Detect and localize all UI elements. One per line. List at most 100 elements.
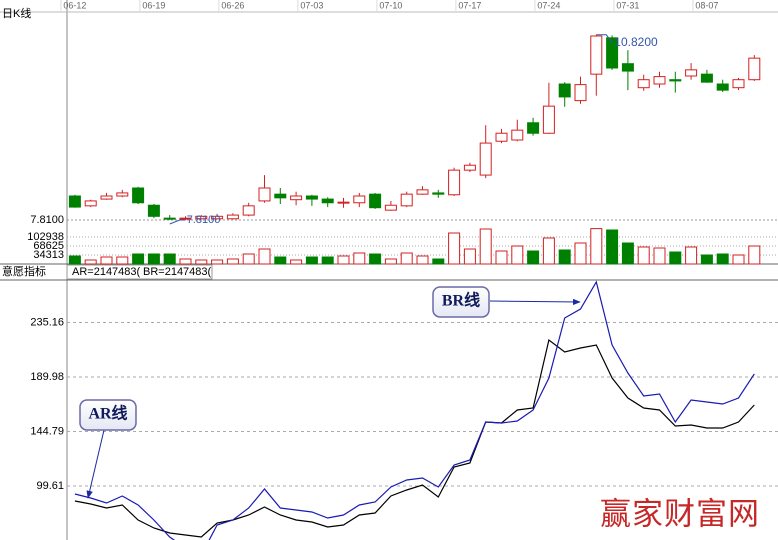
candle-body [606,37,619,69]
volume-bar [274,256,287,265]
candle-body [495,132,508,142]
volume-bar [321,256,334,265]
candle-body [369,193,382,209]
volume-bar [163,253,176,265]
candle-body [84,200,97,207]
candle-body [448,169,461,196]
y-tick-label: 144.79 [30,425,64,437]
volume-bar [432,258,445,265]
candle-body [621,63,634,72]
volume-bar [495,250,508,265]
volume-bar [100,256,113,265]
annotation: 10.8200 [614,35,658,49]
y-tick-label: 68625 [33,240,64,252]
y-tick-label: 189.98 [30,371,64,383]
x-tick-label: 07-31 [616,0,639,10]
candle-body [353,195,366,204]
candle-body [463,164,476,171]
candle-body [132,187,145,204]
annotation: 7.8100 [187,214,221,226]
candle-body [226,214,239,220]
volume-bar [700,254,713,265]
volume-bar [527,250,540,265]
indicator-title: 意愿指标 [2,264,46,278]
volume-bar [226,258,239,265]
volume-bar [511,245,524,265]
candle-body [211,215,224,220]
volume-bar [211,259,224,265]
volume-bar [400,252,413,265]
volume-bar [179,258,192,265]
indicator-line [74,338,755,538]
volume-bar [606,229,619,265]
candle-body [290,195,303,201]
candle-body [305,195,318,200]
x-tick-label: 07-24 [537,0,560,10]
candle-body [479,142,492,176]
volume-bar [337,255,350,265]
x-tick-label: 07-03 [300,0,323,10]
volume-bar [384,258,397,265]
candle-body [685,69,698,77]
legend-box [66,264,213,280]
volume-bar [353,252,366,265]
y-tick-label: 235.16 [30,316,64,328]
volume-bar [84,259,97,265]
candle-body [732,79,745,89]
volume-bar [463,248,476,265]
candle-body [590,35,603,75]
y-tick-label: 34313 [33,249,64,261]
candle-body [700,73,713,83]
chart-title: 日K线 [2,6,31,20]
plot-area [74,280,755,540]
watermark: 赢家财富网 [600,497,760,533]
candle-body [527,122,540,134]
indicator-line [74,280,755,540]
volume-bar [732,254,745,265]
candle-body [68,195,81,208]
candle-body [542,105,555,134]
candle-body [574,84,587,102]
candle-body [116,192,129,197]
volume-bar [195,259,208,265]
candle-body [669,79,682,82]
volume-bar [590,228,603,265]
y-tick-label: 102938 [27,231,64,243]
volume-bar [258,248,271,265]
candle-body [511,129,524,141]
candle-body [179,217,192,220]
volume-bar [68,255,81,265]
volume-bar [621,242,634,265]
volume-bar [479,228,492,265]
annotation-arrow [489,298,581,306]
volume-bar [558,249,571,265]
candle-body [716,83,729,91]
x-tick-label: 06-19 [142,0,165,10]
annotation-box [432,286,490,318]
volume-bar [147,253,160,265]
candle-body [558,83,571,98]
annotation: BR线 [442,291,480,310]
volume-bar [574,242,587,265]
candle-body [195,215,208,220]
volume-bar [716,253,729,265]
candle-body [321,198,334,204]
volume-bar [305,256,318,265]
candle-body [147,204,160,217]
y-tick-label: 7.8100 [30,214,64,226]
candle-body [400,193,413,207]
legend-entry: BR=2147483( [143,266,212,278]
volume-bar [685,246,698,265]
candle-body [258,187,271,202]
candle-body [416,189,429,195]
x-tick-label: 08-07 [695,0,718,10]
x-tick-label: 06-26 [221,0,244,10]
volume-bar [290,259,303,265]
candle-body [100,195,113,200]
candle-body [337,201,350,204]
volume-bar [416,255,429,265]
annotation: AR线 [88,404,127,423]
candle-body [637,79,650,89]
